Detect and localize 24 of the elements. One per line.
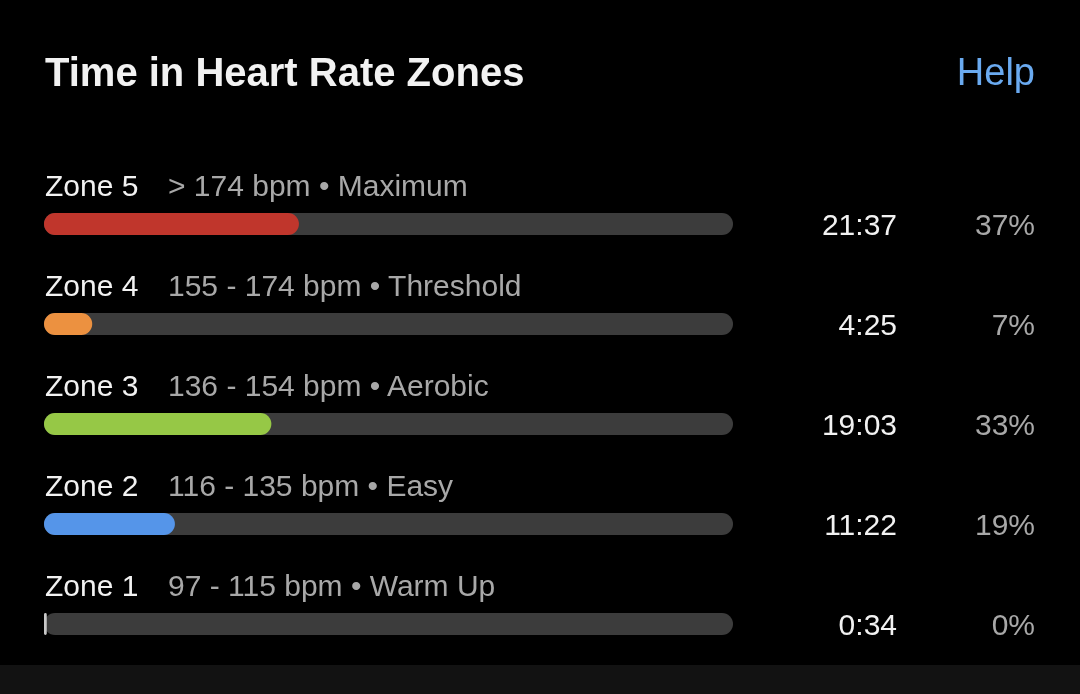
annotation: 136 - 154 bpm • Aerobic <box>168 368 489 402</box>
annotation: 116 - 135 bpm • Easy <box>168 468 454 502</box>
data-label: 37% <box>974 207 1035 241</box>
bar <box>44 413 272 435</box>
annotation: > 174 bpm • Maximum <box>168 168 468 202</box>
annotation: 155 - 174 bpm • Threshold <box>168 268 522 302</box>
text: Help <box>956 51 1035 93</box>
y-tick-label: Zone 4 <box>45 268 139 302</box>
text: 0:34 <box>838 607 897 641</box>
text: 21:37 <box>821 207 897 241</box>
bar <box>44 513 175 535</box>
text: 4:25 <box>838 307 897 341</box>
y-tick-label: Zone 1 <box>45 568 139 602</box>
text: 11:22 <box>824 507 897 541</box>
annotation: 97 - 115 bpm • Warm Up <box>168 568 496 602</box>
y-tick-label: Zone 3 <box>45 368 139 402</box>
text: 19:03 <box>821 407 897 441</box>
data-label: 0% <box>991 607 1035 641</box>
y-tick-label: Zone 5 <box>45 168 139 202</box>
data-label: 33% <box>974 407 1035 441</box>
data-label: 7% <box>991 307 1035 341</box>
y-tick-label: Zone 2 <box>45 468 139 502</box>
data-label: 19% <box>974 507 1035 541</box>
chart-title: Time in Heart Rate Zones <box>45 50 525 94</box>
